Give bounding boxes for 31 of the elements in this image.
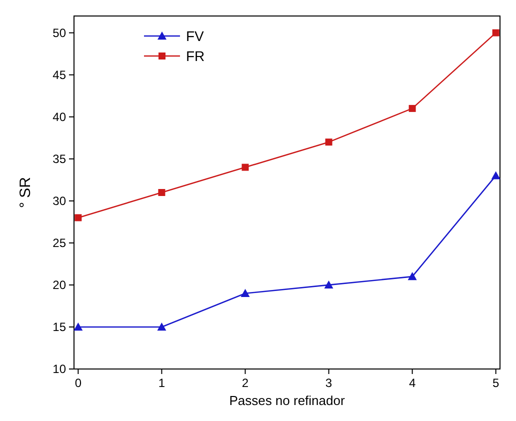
x-tick-label: 5	[492, 376, 500, 390]
point	[408, 272, 417, 280]
x-tick-label: 4	[408, 376, 416, 390]
x-tick-label: 0	[74, 376, 82, 390]
point	[324, 280, 334, 289]
point	[408, 104, 416, 112]
point	[157, 322, 166, 331]
legend-label: FR	[186, 48, 205, 64]
y-tick-label: 35	[52, 152, 66, 166]
point	[74, 214, 82, 222]
point	[491, 171, 500, 180]
y-tick-label: 15	[52, 320, 66, 334]
point	[240, 288, 250, 297]
x-tick-label: 2	[242, 376, 249, 390]
legend-label: FV	[186, 28, 205, 44]
y-tick-label: 25	[52, 236, 66, 250]
y-axis-title: ° SR	[17, 176, 34, 208]
point	[74, 322, 83, 331]
y-tick-label: 40	[52, 110, 66, 124]
point	[492, 29, 500, 36]
x-axis-title: Passes no refinador	[229, 393, 346, 408]
point	[325, 138, 332, 146]
y-tick-label: 10	[52, 362, 66, 376]
x-tick-label: 3	[325, 376, 332, 390]
y-tick-label: 20	[52, 278, 66, 292]
x-tick-label: 1	[158, 376, 166, 390]
y-tick-label: 30	[52, 194, 66, 208]
y-tick-label: 50	[52, 26, 66, 40]
y-tick-label: 45	[52, 68, 66, 82]
point	[158, 189, 166, 196]
point	[242, 164, 249, 171]
